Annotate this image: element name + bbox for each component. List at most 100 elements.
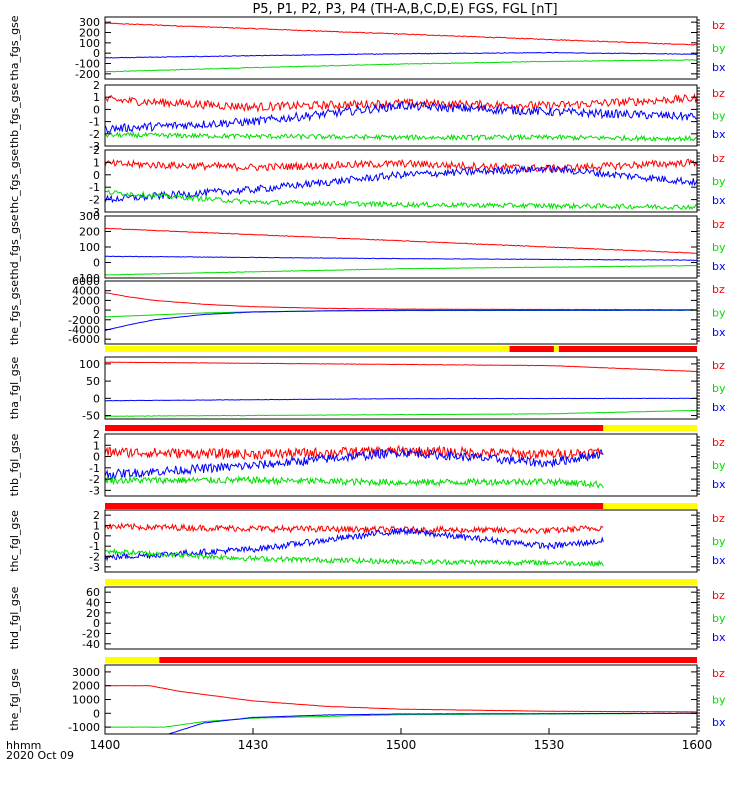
series-tha_fgs-bz <box>105 22 697 46</box>
y-tick-label: -4000 <box>68 323 100 336</box>
flag-segment-yellow <box>105 346 510 352</box>
series-thb_fgl-bz <box>105 444 604 461</box>
y-tick-label: -100 <box>75 272 100 285</box>
legend-bz: bz <box>712 218 725 231</box>
y-tick-label: -3 <box>89 206 100 219</box>
series-thb_fgl-bx <box>105 447 604 480</box>
panel-thb_fgl: 210-1-2-3 thb_fgl_gse bz by bx <box>8 428 726 497</box>
y-tick-label: 6000 <box>72 275 100 288</box>
date-label: 2020 Oct 09 <box>6 749 74 762</box>
y-tick-label: 100 <box>79 37 100 50</box>
legend-bz: bz <box>712 359 725 372</box>
y-tick-label: 0 <box>93 451 100 464</box>
y-axis-label: thc_fgl_gse <box>8 510 21 572</box>
y-tick-label: 200 <box>79 226 100 239</box>
legend-bx: bx <box>712 478 726 491</box>
legend-by: by <box>712 459 726 472</box>
flag-bars-group <box>105 346 697 663</box>
legend-bx: bx <box>712 554 726 567</box>
legend-bz: bz <box>712 436 725 449</box>
flag-segment-yellow <box>553 346 559 352</box>
panel-frame <box>104 356 698 420</box>
y-tick-label: 200 <box>79 27 100 40</box>
legend-by: by <box>712 241 726 254</box>
legend-bx: bx <box>712 326 726 339</box>
legend-by: by <box>712 110 726 123</box>
series-the_fgs-bz <box>105 292 697 311</box>
x-tick-label: 1530 <box>534 738 565 752</box>
flag-segment-yellow <box>105 657 160 663</box>
y-axis-label: thd_fgl_gse <box>8 586 21 649</box>
y-tick-label: -2 <box>89 473 100 486</box>
y-tick-label: 0 <box>93 257 100 270</box>
legend-bx: bx <box>712 401 726 414</box>
panel-frame <box>104 280 698 345</box>
y-tick-label: 2000 <box>72 294 100 307</box>
y-tick-label: -1 <box>89 116 100 129</box>
flag-segment-red <box>509 346 554 352</box>
y-tick-label: 0 <box>93 169 100 182</box>
legend-bz: bz <box>712 152 725 165</box>
y-tick-label: 1 <box>93 439 100 452</box>
series-thc_fgl-bx <box>105 527 604 562</box>
y-tick-label: 100 <box>79 241 100 254</box>
flag-segment-yellow <box>105 579 697 585</box>
series-thc_fgs-bz <box>105 158 697 173</box>
panel-frame <box>104 664 698 735</box>
y-tick-label: -100 <box>75 58 100 71</box>
legend-by: by <box>712 535 726 548</box>
y-tick-label: 1 <box>93 91 100 104</box>
y-tick-label: 2 <box>93 509 100 522</box>
legend-bz: bz <box>712 87 725 100</box>
y-axis-label: tha_fgs_gse <box>8 15 21 80</box>
legend-by: by <box>712 42 726 55</box>
series-the_fgl-bz <box>105 685 697 713</box>
legend-bz: bz <box>712 283 725 296</box>
series-tha_fgl-bx <box>105 397 697 402</box>
series-thb_fgs-bx <box>105 100 697 134</box>
y-tick-label: -2 <box>89 551 100 564</box>
y-tick-label: 4000 <box>72 285 100 298</box>
legend-bx: bx <box>712 61 726 74</box>
legend-by: by <box>712 382 726 395</box>
flag-segment-red <box>105 425 604 431</box>
y-tick-label: 0 <box>93 707 100 720</box>
y-tick-label: 60 <box>86 586 100 599</box>
flag-segment-yellow <box>603 503 697 509</box>
series-thb_fgs-by <box>105 131 697 143</box>
y-tick-label: 100 <box>79 358 100 371</box>
x-tick-label: 1400 <box>90 738 121 752</box>
y-tick-label: 0 <box>93 392 100 405</box>
panel-thc_fgl: 210-1-2-3 thc_fgl_gse bz by bx <box>8 509 726 574</box>
y-tick-label: -3 <box>89 561 100 574</box>
y-tick-label: 1 <box>93 156 100 169</box>
legend-by: by <box>712 694 726 707</box>
y-tick-label: 300 <box>79 16 100 29</box>
y-tick-label: 0 <box>93 304 100 317</box>
y-axis-label: the_fgl_gse <box>8 668 21 731</box>
y-tick-label: -20 <box>82 628 100 641</box>
x-axis: 1400 1430 1500 1530 1600 <box>90 728 713 752</box>
series-thb_fgs-bz <box>105 92 697 113</box>
x-tick-label: 1600 <box>682 738 713 752</box>
y-tick-label: 50 <box>86 375 100 388</box>
y-tick-label: -1 <box>89 181 100 194</box>
panel-thd_fgs: 300 200 100 0 -100 thd_fgs_gse bz by bx <box>8 210 726 285</box>
series-thb_fgl-by <box>105 475 604 489</box>
legend-bx: bx <box>712 631 726 644</box>
panel-tha_fgl: 100 50 0 -50 tha_fgl_gse bz by bx <box>8 356 726 423</box>
flag-segment-yellow <box>603 425 697 431</box>
series-thd_fgs-bz <box>105 227 697 254</box>
y-tick-label: 0 <box>93 103 100 116</box>
y-tick-label: -50 <box>82 410 100 423</box>
panel-frame <box>104 586 698 650</box>
y-tick-label: -3 <box>89 140 100 153</box>
series-thc_fgl-by <box>105 547 604 568</box>
y-tick-label: -1 <box>89 540 100 553</box>
y-tick-label: -200 <box>75 68 100 81</box>
chart-title: P5, P1, P2, P3, P4 (TH-A,B,C,D,E) FGS, F… <box>252 2 557 17</box>
